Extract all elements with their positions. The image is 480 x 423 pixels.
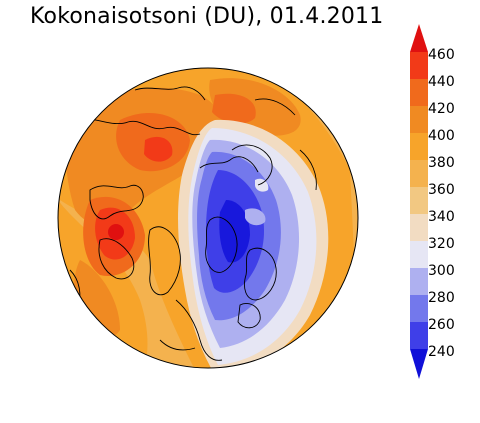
- colorbar-label: 420: [428, 101, 455, 117]
- ozone-pale-spot: [245, 208, 266, 226]
- ozone-max-spot: [108, 224, 124, 240]
- colorbar-band-360: [410, 160, 428, 187]
- colorbar-band-280: [410, 268, 428, 295]
- colorbar-label: 460: [428, 47, 455, 63]
- colorbar-band-380: [410, 133, 428, 160]
- colorbar: [410, 24, 428, 379]
- colorbar-label: 440: [428, 74, 455, 90]
- colorbar-label: 400: [428, 128, 455, 144]
- colorbar-label: 320: [428, 236, 455, 252]
- colorbar-bottom-arrow: [410, 349, 428, 379]
- ozone-pale-spot-2: [255, 178, 269, 192]
- colorbar-label: 300: [428, 263, 455, 279]
- colorbar-band-300: [410, 241, 428, 268]
- colorbar-label: 360: [428, 182, 455, 198]
- map-border: [57, 67, 359, 369]
- colorbar-top-arrow: [410, 24, 428, 52]
- ozone-region-420-east: [212, 93, 256, 124]
- ozone-region-440-north: [144, 136, 173, 162]
- colorbar-band-320: [410, 214, 428, 241]
- map-title: Kokonaisotsoni (DU), 01.4.2011: [30, 4, 384, 29]
- colorbar-label: 260: [428, 317, 455, 333]
- colorbar-band-260: [410, 295, 428, 322]
- colorbar-band-420: [410, 79, 428, 106]
- colorbar-band-340: [410, 187, 428, 214]
- colorbar-band-440: [410, 52, 428, 79]
- colorbar-label: 240: [428, 344, 455, 360]
- colorbar-band-400: [410, 106, 428, 133]
- colorbar-band-240: [410, 322, 428, 349]
- coastlines: [69, 86, 317, 361]
- colorbar-label: 340: [428, 209, 455, 225]
- colorbar-label: 380: [428, 155, 455, 171]
- colorbar-label: 280: [428, 290, 455, 306]
